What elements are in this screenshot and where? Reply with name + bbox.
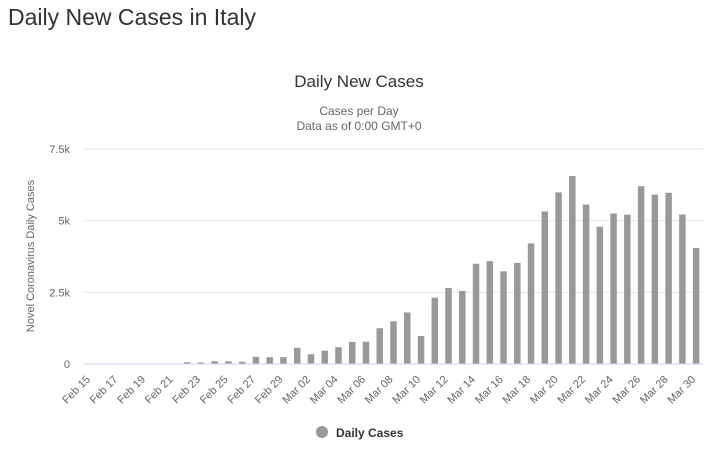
bar[interactable] [280,357,287,364]
y-tick-label: 0 [64,359,70,371]
x-tick-label: Mar 26 [611,374,644,407]
x-tick-label: Mar 12 [418,374,451,407]
x-tick-label: Feb 25 [198,374,231,407]
bar[interactable] [486,261,494,364]
x-tick-label: Feb 27 [225,374,258,407]
x-tick-label: Mar 22 [555,374,588,407]
bar[interactable] [293,347,301,364]
bar[interactable] [211,361,218,364]
chart-title: Daily New Cases [294,72,423,91]
y-tick-label: 2.5k [49,287,70,299]
x-tick-label: Feb 21 [143,374,176,407]
x-tick-label: Mar 20 [528,374,561,407]
x-tick-label: Mar 24 [583,374,616,407]
bar[interactable] [541,211,549,364]
bar[interactable] [555,192,562,364]
grid-lines [84,148,703,293]
bar[interactable] [472,263,480,364]
legend-label-daily-cases[interactable]: Daily Cases [336,426,404,440]
chart-subtitle-line-2: Data as of 0:00 GMT+0 [296,119,421,133]
x-tick-label: Mar 02 [280,374,313,407]
bar[interactable] [390,321,397,364]
x-tick-label: Mar 08 [363,374,396,407]
bar[interactable] [225,361,232,364]
bar[interactable] [596,226,604,364]
bar[interactable] [500,271,507,364]
y-axis-ticks: 0 2.5k 5k 7.5k [49,144,70,371]
x-tick-label: Mar 30 [666,374,699,407]
bar[interactable] [624,214,631,364]
x-tick-label: Mar 04 [308,374,341,407]
bar[interactable] [431,297,439,364]
bars [170,176,700,364]
bar[interactable] [527,243,535,364]
bar[interactable] [335,347,342,364]
x-tick-label: Mar 16 [473,374,506,407]
x-tick-label: Mar 06 [335,374,368,407]
legend-marker [316,426,328,438]
bar[interactable] [637,186,645,364]
bar[interactable] [252,356,260,364]
bar[interactable] [445,288,452,364]
bar[interactable] [238,361,246,364]
x-tick-label: Feb 29 [253,374,286,407]
bar[interactable] [514,262,521,364]
legend[interactable]: Daily Cases [316,426,404,440]
y-tick-label: 5k [58,216,70,228]
bar[interactable] [348,341,356,364]
bar[interactable] [665,192,672,364]
bar[interactable] [362,341,370,364]
x-tick-label: Feb 23 [170,374,203,407]
page-heading: Daily New Cases in Italy [8,4,256,30]
x-tick-label: Feb 15 [60,374,93,407]
bar[interactable] [197,362,205,364]
x-tick-label: Mar 28 [638,374,671,407]
x-tick-label: Feb 17 [88,374,121,407]
x-tick-label: Mar 18 [500,374,533,407]
x-tick-label: Feb 19 [115,374,148,407]
chart-subtitle-line-1: Cases per Day [319,104,398,118]
bar[interactable] [404,312,411,364]
bar[interactable] [610,213,617,364]
y-tick-label: 7.5k [49,144,70,156]
y-axis-title: Novel Coronavirus Daily Cases [25,179,37,332]
x-tick-label: Mar 10 [390,374,423,407]
bar[interactable] [183,362,191,364]
bar[interactable] [307,354,315,364]
bar[interactable] [692,247,700,364]
bar[interactable] [569,176,576,364]
x-tick-label: Mar 14 [445,374,478,407]
bar[interactable] [679,214,686,364]
bar[interactable] [321,350,328,364]
bar[interactable] [582,204,590,364]
bar[interactable] [376,328,383,364]
bar[interactable] [459,290,466,364]
bar[interactable] [266,357,273,364]
bar[interactable] [417,335,425,364]
bar[interactable] [651,194,659,364]
